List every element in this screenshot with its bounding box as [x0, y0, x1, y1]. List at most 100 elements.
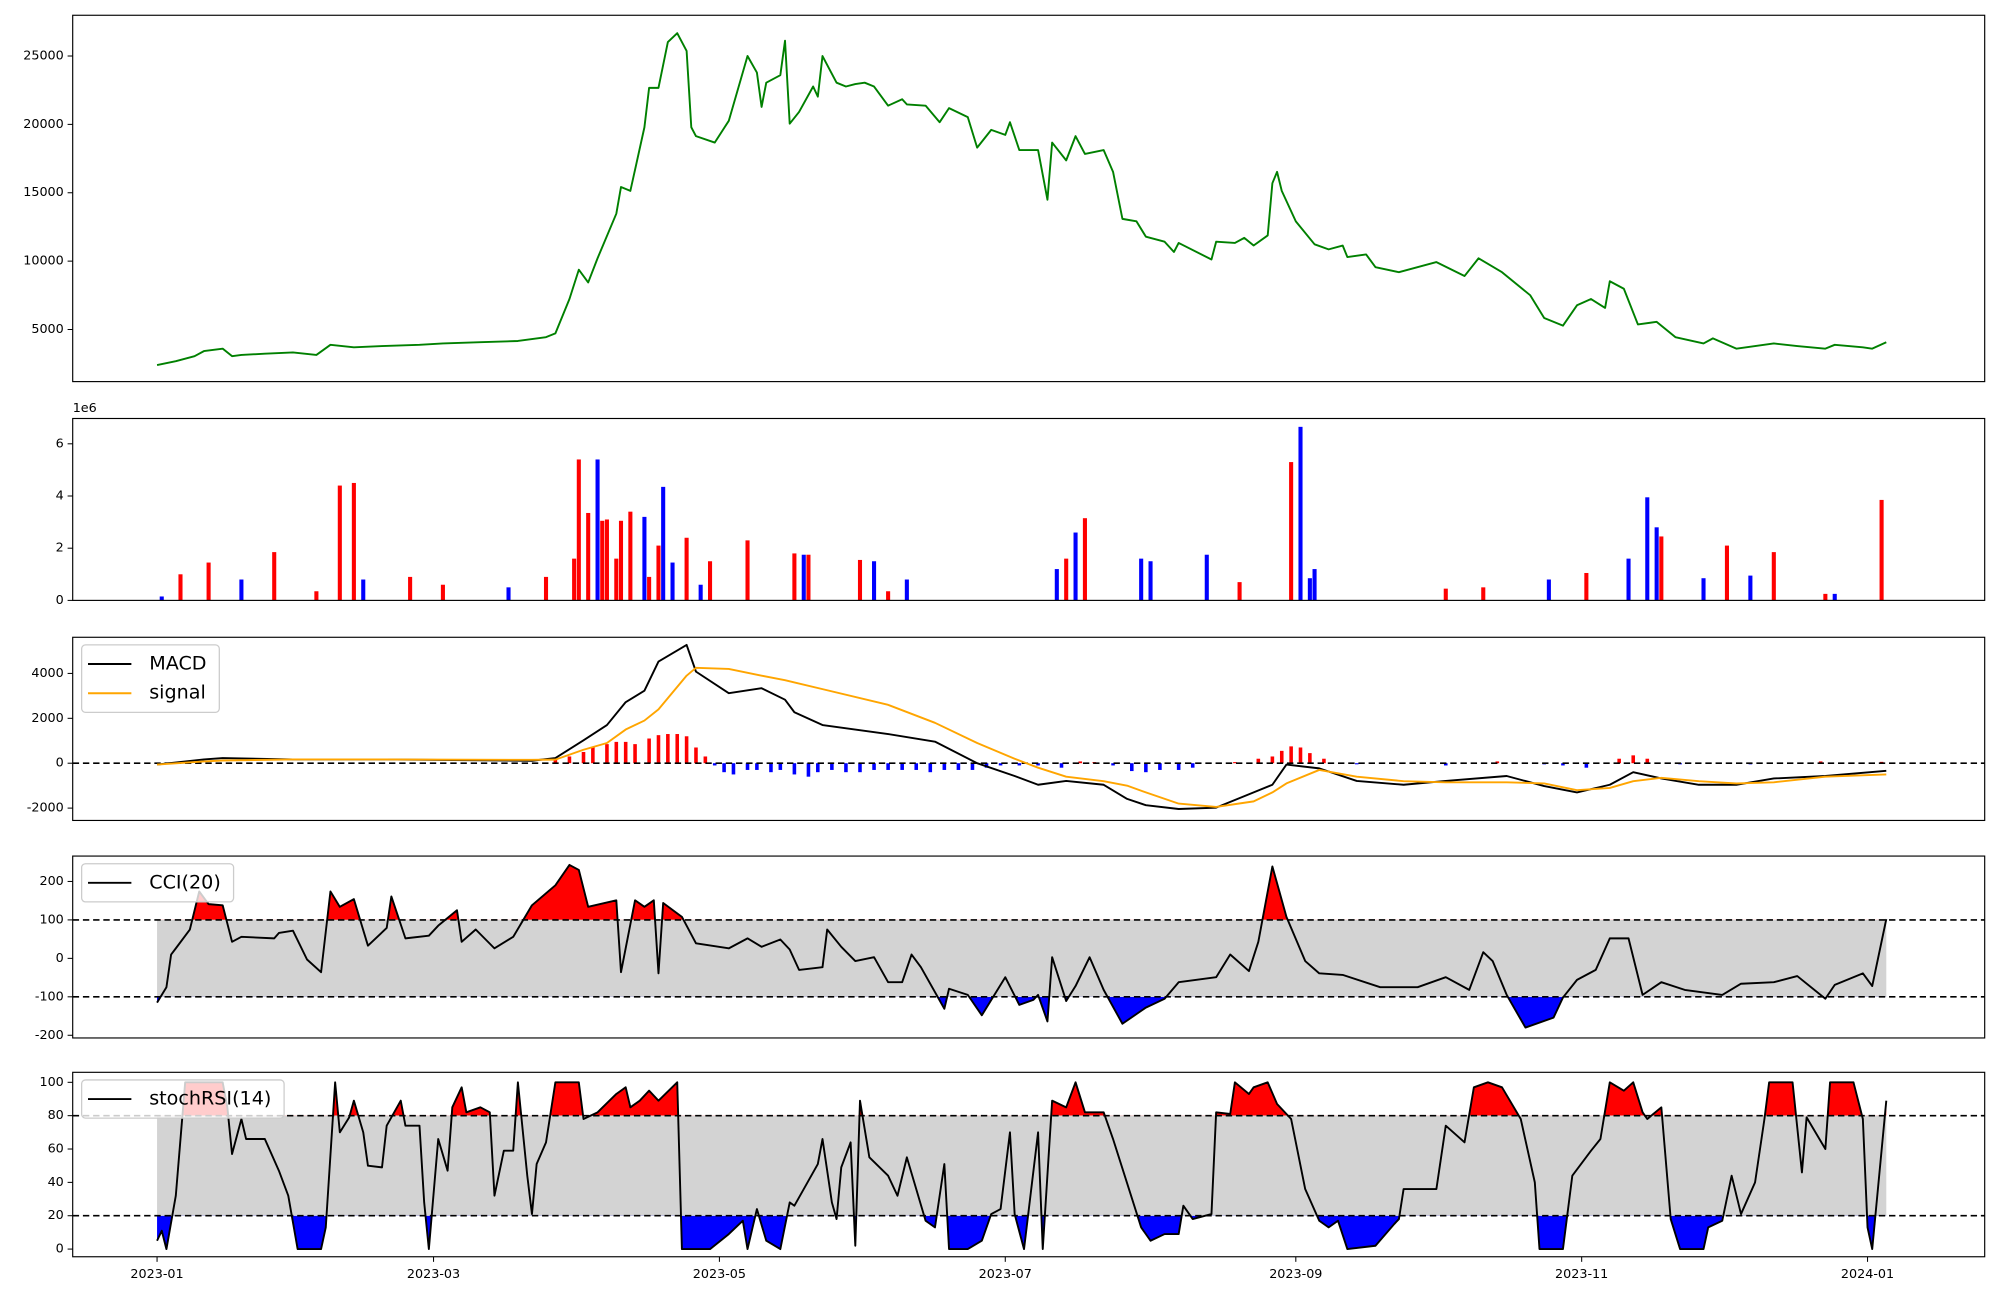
axes-frame	[72, 14, 1986, 383]
y-tick-label: 20	[48, 1208, 64, 1223]
volume-bar	[1148, 561, 1153, 601]
histogram-bar	[942, 763, 947, 770]
histogram-bar	[1078, 761, 1083, 764]
histogram-bar	[647, 738, 651, 764]
y-tick-label: 0	[56, 756, 64, 771]
volume-bar	[1724, 545, 1729, 601]
y-tick-label: 40	[48, 1175, 64, 1190]
volume-bar	[543, 576, 549, 601]
legend-label: signal	[149, 681, 206, 704]
volume-bar	[506, 587, 511, 601]
histogram-bar	[1279, 750, 1284, 764]
histogram-bar	[1190, 763, 1195, 768]
histogram-bar	[722, 763, 726, 773]
y-tick-label: 15000	[23, 185, 64, 200]
y-tick-label: 6	[56, 436, 64, 451]
axes-frame	[72, 855, 1986, 1039]
legend-box	[80, 644, 220, 713]
y-tick-label: 60	[48, 1142, 64, 1157]
y-tick-label: 2	[56, 541, 64, 556]
histogram-bar	[1111, 763, 1115, 766]
x-tick-label: 2024-01	[1841, 1267, 1894, 1282]
volume-bar	[1064, 558, 1069, 601]
volume-bar	[1082, 518, 1087, 601]
volume-bar	[618, 520, 624, 601]
histogram-bar	[591, 747, 595, 764]
y-tick-label: 10000	[23, 254, 64, 269]
histogram-bar	[1130, 763, 1134, 772]
volume-bar	[1073, 532, 1078, 601]
y-tick-label: 20000	[23, 117, 64, 132]
histogram-bar	[614, 741, 619, 764]
histogram-bar	[1256, 758, 1261, 764]
volume-bar	[1443, 588, 1448, 601]
y-tick-label: 100	[39, 912, 63, 927]
line	[156, 643, 1887, 810]
volume-bar	[670, 562, 675, 601]
line	[156, 32, 1887, 366]
volume-bar	[178, 574, 183, 601]
histogram-bar	[1645, 758, 1650, 764]
histogram-bar	[581, 751, 586, 764]
volume-bar	[1307, 578, 1312, 601]
volume-bar	[337, 485, 342, 601]
legend: CCI(20)	[80, 863, 235, 903]
y-tick-label: 0	[56, 1242, 64, 1257]
volume-bar	[1312, 569, 1317, 601]
volume-bar	[1139, 558, 1144, 601]
legend-label: MACD	[149, 652, 206, 675]
legend: MACD signal	[80, 644, 220, 713]
histogram-bar	[1036, 763, 1040, 766]
histogram-bar	[778, 763, 783, 770]
histogram-bar	[1144, 763, 1148, 773]
volume-bar	[1748, 575, 1753, 601]
line	[156, 863, 1888, 1029]
volume-bar	[661, 486, 666, 601]
histogram-bar	[1631, 755, 1636, 764]
volume-bar	[1832, 593, 1837, 601]
volume-bar	[857, 559, 863, 601]
histogram-bar	[1495, 761, 1500, 764]
histogram-bar	[900, 763, 904, 770]
volume-bar	[806, 554, 811, 601]
histogram-bar	[830, 763, 834, 770]
legend-box	[80, 1079, 285, 1119]
histogram-bar	[623, 741, 628, 764]
volume-bar	[604, 519, 609, 601]
y-tick-label: 4	[56, 489, 64, 504]
histogram-bar	[731, 763, 736, 775]
volume-bar	[1584, 572, 1589, 601]
x-tick-label: 2023-07	[979, 1267, 1032, 1282]
volume-bar	[904, 579, 909, 601]
histogram-bar	[675, 734, 680, 764]
histogram-bar	[792, 763, 797, 775]
y-tick-label: -2000	[27, 801, 64, 816]
histogram-bar	[858, 763, 862, 773]
volume-bar	[361, 579, 366, 601]
legend-box	[80, 863, 235, 903]
volume-bar	[698, 584, 703, 601]
volume-bar	[1054, 569, 1059, 601]
volume-bar	[600, 520, 605, 601]
volume-bar	[1481, 587, 1486, 601]
axes-frame	[72, 636, 1986, 822]
volume-bar	[314, 591, 319, 601]
volume-bar	[1645, 497, 1650, 601]
y-tick-label: 0	[56, 593, 64, 608]
histogram-bar	[1059, 763, 1064, 768]
histogram-bar	[656, 735, 661, 764]
y-tick-label: 80	[48, 1108, 64, 1123]
histogram-bar	[970, 763, 975, 770]
volume-bar	[1298, 426, 1303, 601]
histogram-bar	[1818, 761, 1823, 764]
volume-bar	[1659, 536, 1664, 601]
line	[156, 666, 1887, 808]
x-tick-label: 2023-11	[1555, 1267, 1608, 1282]
y-tick-label: -200	[35, 1028, 64, 1043]
histogram-bar	[755, 763, 759, 770]
histogram-bar	[1017, 763, 1022, 766]
volume-bar	[576, 459, 581, 601]
histogram-bar	[956, 763, 961, 770]
